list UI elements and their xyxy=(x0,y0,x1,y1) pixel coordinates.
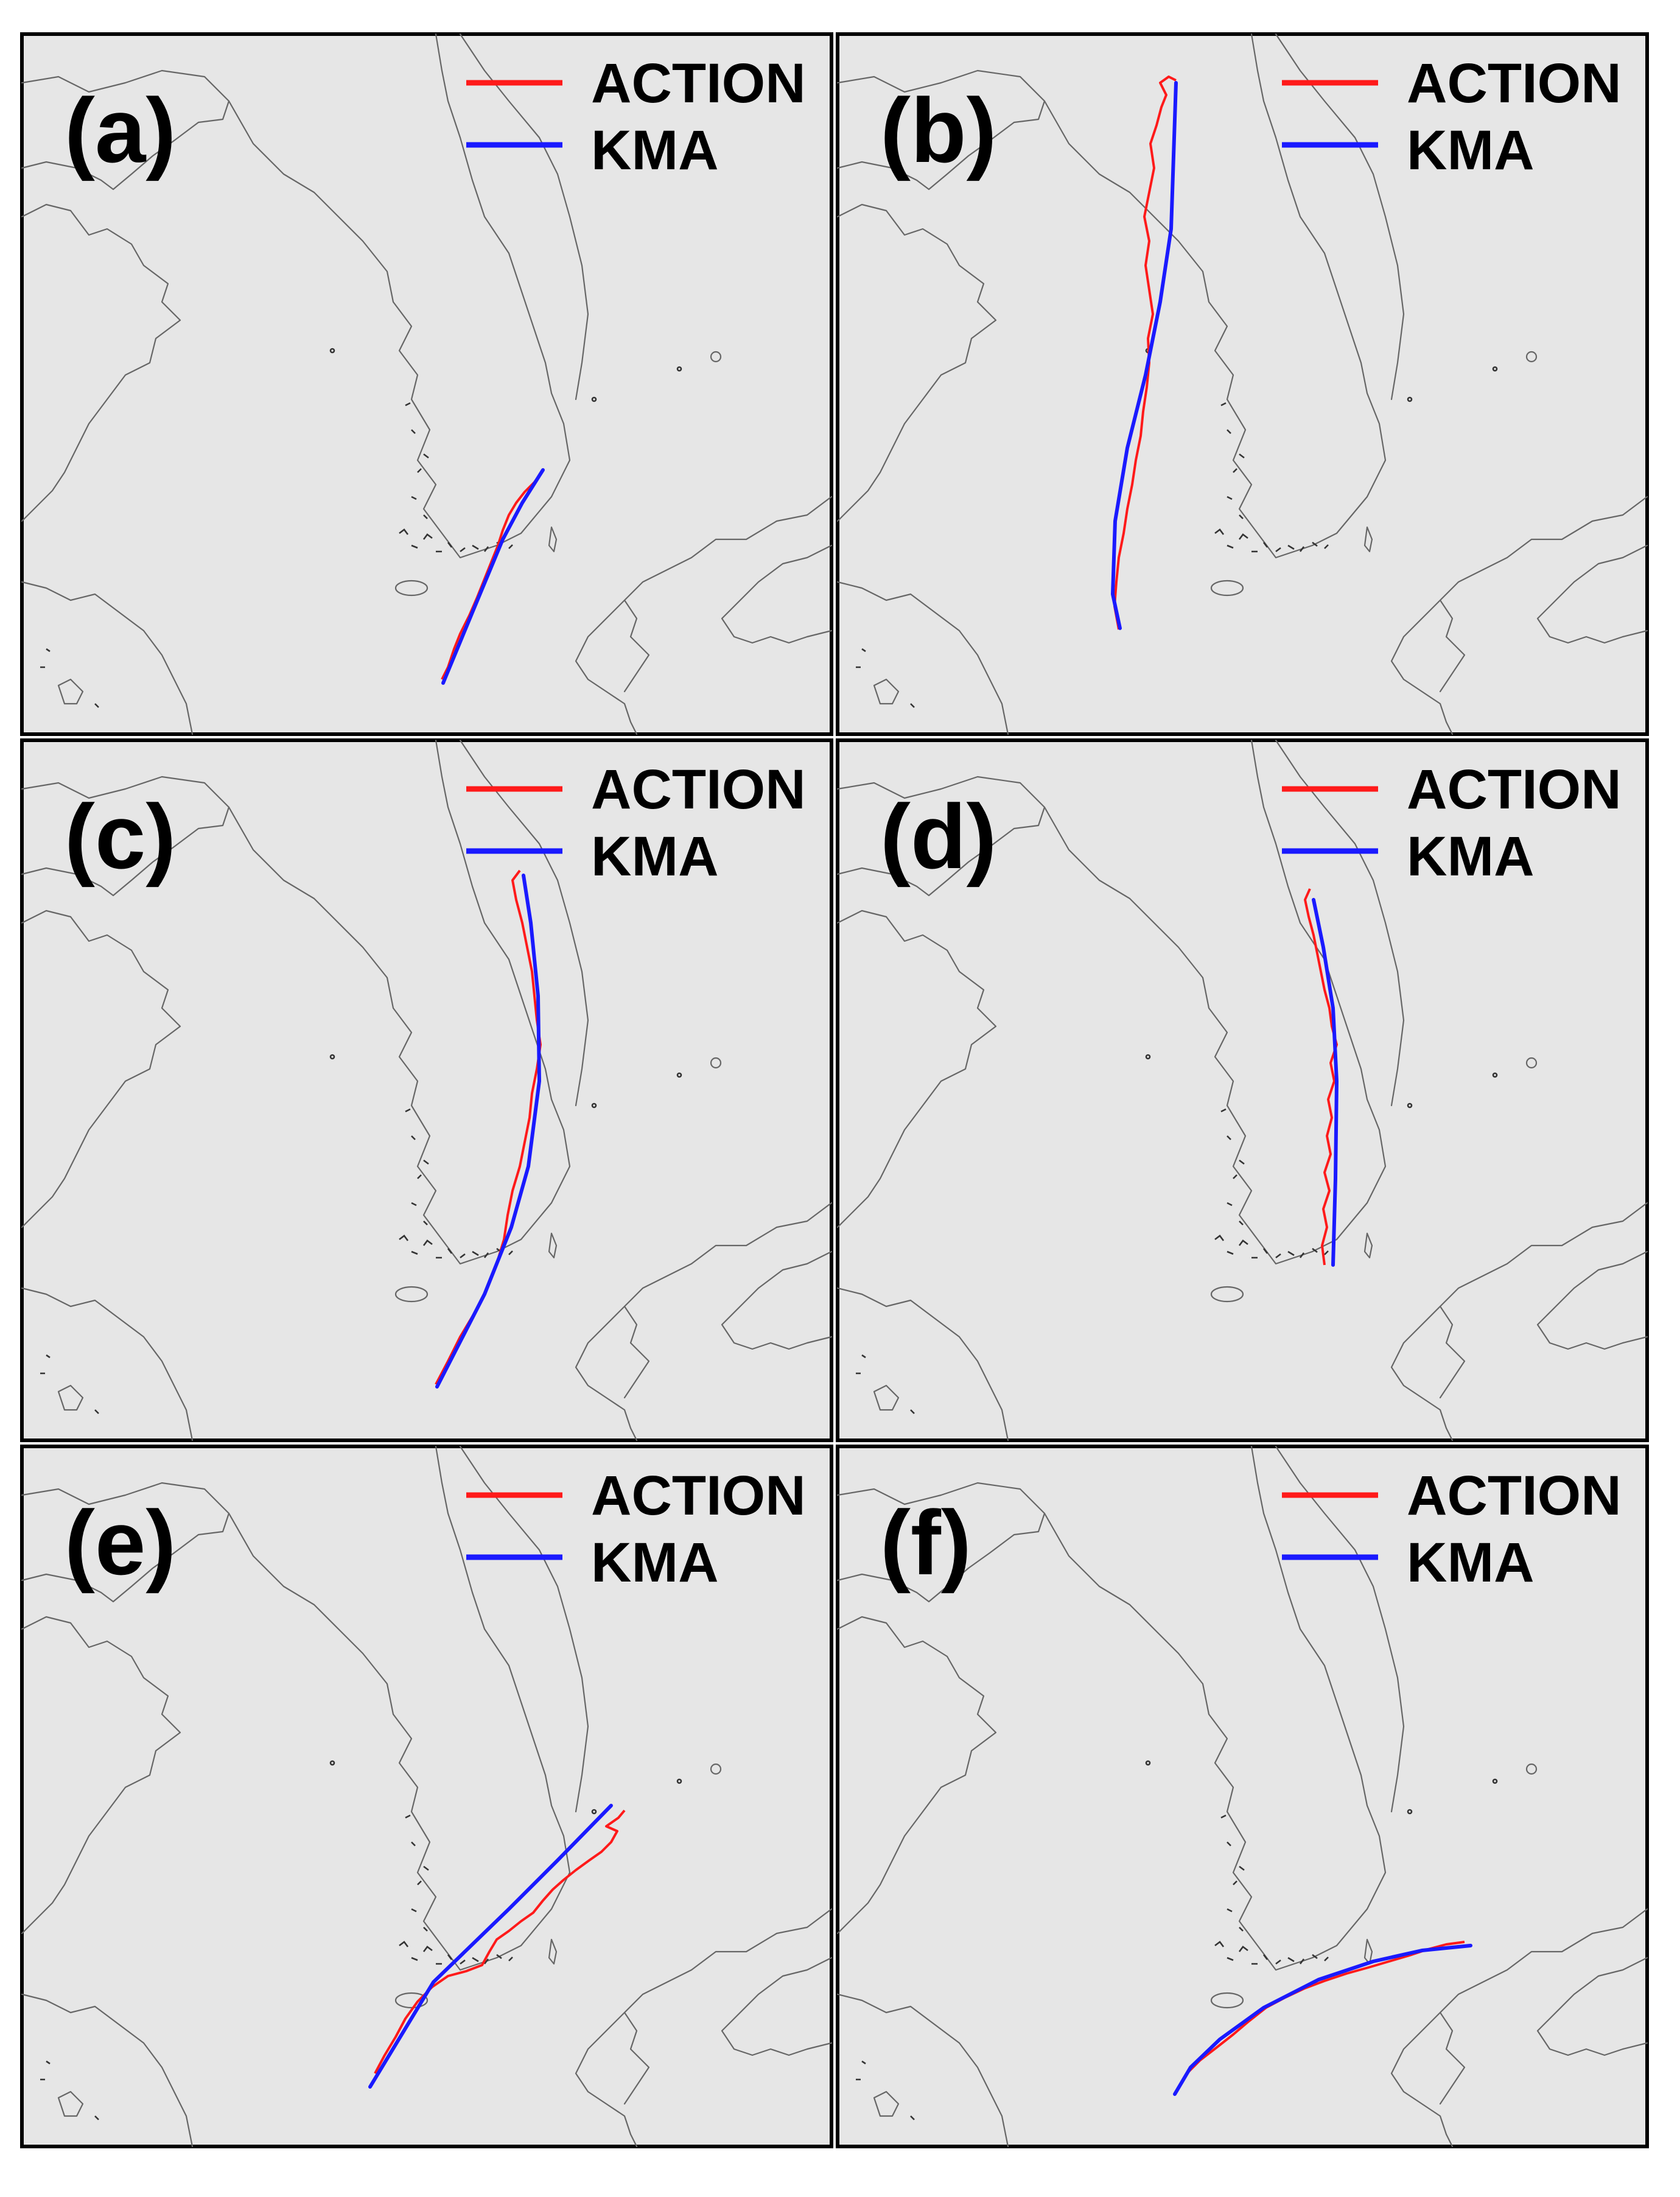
panel-b-frame xyxy=(836,32,1649,736)
panel-b-label: (b) xyxy=(880,79,997,181)
panel-b-kma-track xyxy=(1111,81,1178,630)
panel-d-legend-action: ACTION xyxy=(1407,759,1622,821)
panel-c-legend-action: ACTION xyxy=(591,759,806,821)
panel-f-legend-action: ACTION xyxy=(1407,1465,1622,1527)
panel-e-label: (e) xyxy=(65,1491,176,1594)
panel-b-legend-action: ACTION xyxy=(1407,52,1622,114)
panel-a-action-track xyxy=(441,472,542,680)
panel-e: (e) ACTION KMA xyxy=(20,1445,833,2148)
panel-a-label: (a) xyxy=(65,79,176,181)
panel-d: (d) ACTION KMA xyxy=(836,738,1649,1442)
panel-b-action-track xyxy=(1113,75,1177,630)
panel-a-legend-action: ACTION xyxy=(591,52,806,114)
panel-c: (c) ACTION KMA xyxy=(20,738,833,1442)
panel-f-legend-kma: KMA xyxy=(1407,1532,1535,1594)
panel-d-legend-kma: KMA xyxy=(1407,825,1535,888)
panel-f: (f) ACTION KMA xyxy=(836,1445,1649,2148)
panel-d-label: (d) xyxy=(880,785,997,888)
panel-a: (a) ACTION KMA xyxy=(20,32,833,736)
panel-c-kma-track xyxy=(435,874,541,1389)
panel-b: (b) ACTION KMA xyxy=(836,32,1649,736)
panel-e-frame xyxy=(20,1445,833,2148)
panel-f-label: (f) xyxy=(880,1491,971,1594)
panel-e-legend-kma: KMA xyxy=(591,1532,719,1594)
panel-e-legend-action: ACTION xyxy=(591,1465,806,1527)
panel-d-kma-track xyxy=(1312,898,1339,1267)
panel-c-frame xyxy=(20,738,833,1442)
panel-c-legend-kma: KMA xyxy=(591,825,719,888)
panel-a-legend-kma: KMA xyxy=(591,119,719,181)
panel-d-action-track xyxy=(1304,888,1338,1266)
panel-e-action-track xyxy=(374,1809,626,2074)
panel-c-label: (c) xyxy=(65,785,176,888)
panel-b-legend-kma: KMA xyxy=(1407,119,1535,181)
panel-f-frame xyxy=(836,1445,1649,2148)
panel-a-kma-track xyxy=(441,468,545,685)
panel-f-kma-track xyxy=(1173,1944,1472,2096)
panel-d-frame xyxy=(836,738,1649,1442)
panel-a-frame xyxy=(20,32,833,736)
panel-e-kma-track xyxy=(368,1804,613,2089)
